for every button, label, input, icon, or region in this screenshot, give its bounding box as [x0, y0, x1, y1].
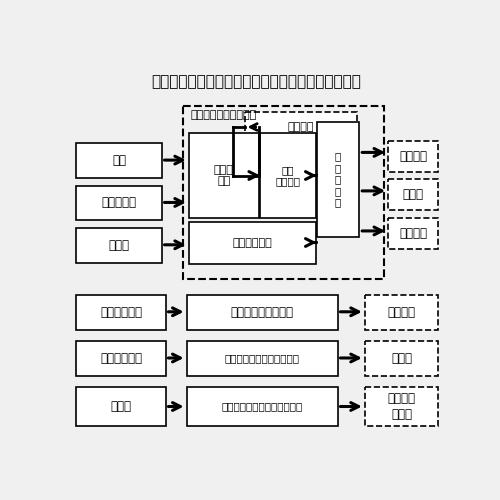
Bar — [186, 387, 338, 426]
Text: 助燃材化: 助燃材化 — [399, 150, 427, 163]
Text: 破砕処理設備: 破砕処理設備 — [232, 238, 272, 248]
Bar — [365, 387, 438, 426]
Text: 河川放流: 河川放流 — [288, 122, 314, 132]
Bar — [189, 133, 258, 218]
Bar — [76, 186, 162, 220]
Bar — [186, 295, 338, 330]
Text: 肥料化: 肥料化 — [391, 352, 412, 365]
Text: 汚泥
設備処理: 汚泥 設備処理 — [276, 164, 300, 186]
Bar — [365, 341, 438, 376]
Bar — [316, 122, 360, 237]
Text: 汚泥再生処理センター稼動後の有機性廃棄物フロー: 汚泥再生処理センター稼動後の有機性廃棄物フロー — [152, 74, 361, 89]
Bar — [260, 133, 316, 218]
Text: 汚泥再生処理センター: 汚泥再生処理センター — [190, 110, 256, 120]
Bar — [186, 341, 338, 376]
Bar — [388, 141, 438, 172]
Text: 業務用生ごみ処理機の設置: 業務用生ごみ処理機の設置 — [224, 354, 300, 364]
Text: 水処理
設備: 水処理 設備 — [214, 164, 234, 186]
Text: 浄化槽汚泥: 浄化槽汚泥 — [102, 196, 136, 209]
Bar — [365, 295, 438, 330]
Text: 発生抑制
再利用: 発生抑制 再利用 — [388, 392, 415, 420]
Bar — [76, 228, 162, 262]
Text: 家庭系生ごみ: 家庭系生ごみ — [100, 306, 142, 318]
Text: し尿: し尿 — [112, 154, 126, 167]
Text: 廃食油: 廃食油 — [110, 400, 132, 413]
Bar — [76, 143, 162, 178]
Bar — [244, 112, 357, 142]
Text: チップ化: チップ化 — [399, 227, 427, 240]
Text: 肥料化: 肥料化 — [402, 188, 423, 201]
Text: 使い切り指導手作りせっけん: 使い切り指導手作りせっけん — [222, 402, 302, 411]
Text: 剪定枝: 剪定枝 — [108, 238, 130, 252]
Text: 発生抑制: 発生抑制 — [388, 306, 415, 318]
Bar — [388, 218, 438, 248]
Bar — [76, 341, 166, 376]
Text: 資
源
化
設
備: 資 源 化 設 備 — [335, 151, 341, 208]
Bar — [76, 295, 166, 330]
Bar — [182, 106, 384, 280]
Text: 生ごみ処理機の普及: 生ごみ処理機の普及 — [230, 306, 294, 318]
Bar — [189, 222, 316, 264]
Bar — [388, 180, 438, 210]
Bar — [76, 387, 166, 426]
Text: 学校給食残渣: 学校給食残渣 — [100, 352, 142, 365]
